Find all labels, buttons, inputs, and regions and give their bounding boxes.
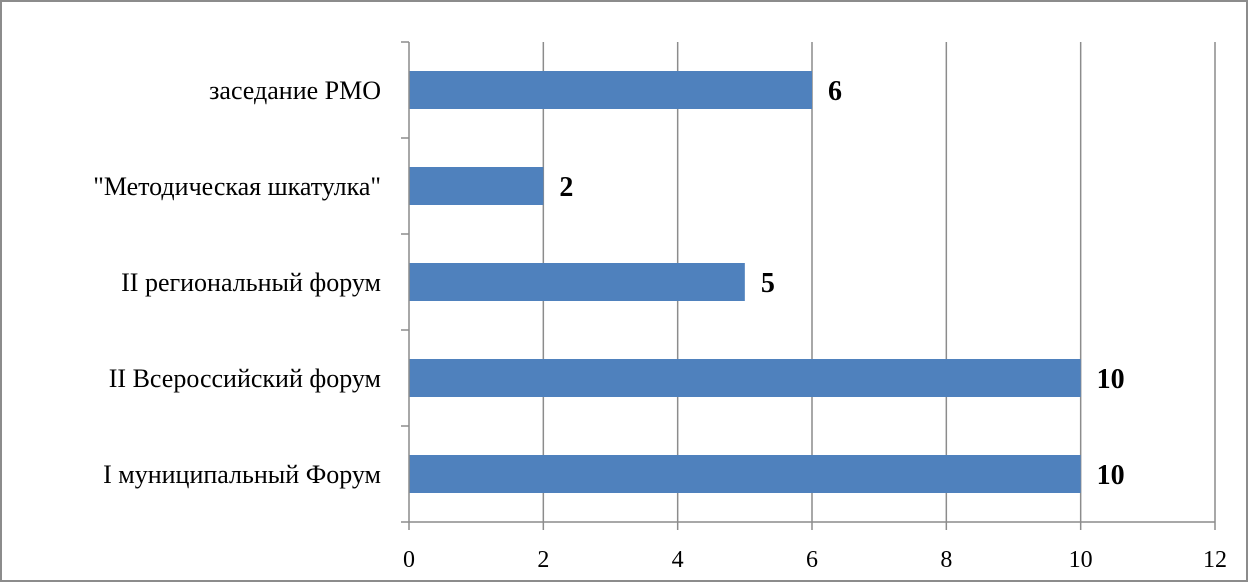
bar-1 <box>409 359 1081 397</box>
bars <box>409 71 1081 493</box>
data-label: 5 <box>761 268 775 299</box>
data-label: 10 <box>1097 364 1125 395</box>
labels: 0 2 4 6 8 10 12 I муниципальный Форум 10 II Всеро… <box>93 76 1227 573</box>
category-label: I муниципальный Форум <box>103 460 381 489</box>
data-label: 10 <box>1097 460 1125 491</box>
grid-lines <box>542 42 1216 522</box>
bar-3 <box>409 167 544 205</box>
category-label: II региональный форум <box>121 268 381 297</box>
x-tick-label: 6 <box>806 547 818 573</box>
axes <box>401 41 1216 530</box>
x-tick-label: 12 <box>1203 547 1227 573</box>
category-label: заседание РМО <box>209 76 381 105</box>
x-tick-label: 2 <box>537 547 549 573</box>
bar-4 <box>409 71 812 109</box>
x-tick-label: 4 <box>672 547 684 573</box>
bar-2 <box>409 263 745 301</box>
category-label: "Методическая шкатулка" <box>93 172 381 201</box>
bar-0 <box>409 455 1081 493</box>
x-tick-label: 0 <box>403 547 415 573</box>
category-label: II Всероссийский форум <box>109 364 381 393</box>
x-tick-label: 8 <box>940 547 952 573</box>
x-tick-label: 10 <box>1069 547 1093 573</box>
data-label: 6 <box>828 76 842 107</box>
data-label: 2 <box>559 172 573 203</box>
